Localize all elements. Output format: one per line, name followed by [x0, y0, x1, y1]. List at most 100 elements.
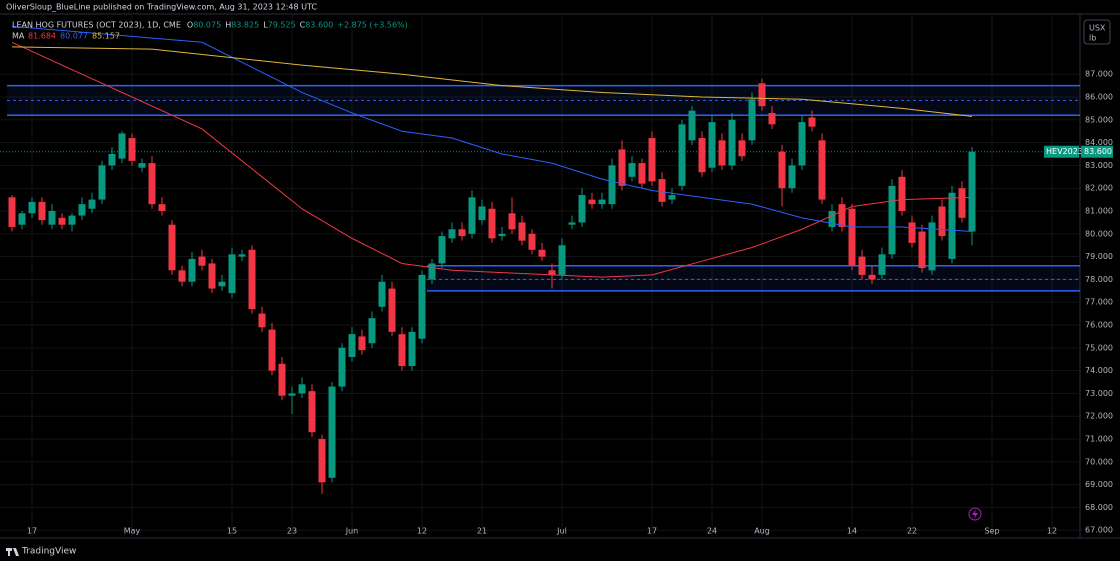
candle-body [88, 199, 96, 209]
candle-body [428, 263, 436, 280]
candle-body [308, 391, 316, 433]
symbol-label: HEV2023 [1046, 147, 1083, 156]
candle-body [508, 213, 516, 230]
symbol-box [1044, 145, 1079, 158]
y-tick-label: 79.000 [1085, 252, 1113, 261]
candle-body [368, 318, 376, 344]
candle-body [128, 138, 136, 161]
candle-body [198, 256, 206, 266]
candle-body [298, 384, 306, 394]
ma-label: MA [12, 32, 25, 41]
candle-body [928, 222, 936, 271]
candle-body [538, 249, 546, 257]
y-tick-label: 73.000 [1085, 389, 1113, 398]
brand: TradingView [21, 547, 76, 557]
candle-body [548, 270, 556, 275]
candle-body [398, 334, 406, 367]
candle-body [458, 229, 466, 237]
x-tick-label: 15 [227, 527, 237, 536]
candle-body [338, 347, 346, 387]
x-tick-label: 12 [1047, 527, 1057, 536]
candle-body [478, 206, 486, 221]
candle-body [798, 122, 806, 166]
x-tick-label: Sep [984, 527, 999, 536]
candle-body [158, 204, 166, 212]
unit-box[interactable] [1083, 19, 1111, 45]
candle-body [168, 224, 176, 271]
candle-body [788, 165, 796, 189]
candle-body [388, 288, 396, 332]
candle-body [638, 163, 646, 184]
candle-body [18, 213, 26, 225]
candle-body [728, 119, 736, 166]
price-box [1081, 145, 1113, 158]
candle-body [558, 245, 566, 275]
candle-body [528, 233, 536, 250]
candle-body [258, 313, 266, 328]
candle-body [348, 334, 356, 357]
x-tick-label: 23 [287, 527, 297, 536]
ohlc-value: 79.525 [268, 21, 296, 30]
candle-body [408, 331, 416, 367]
candle-body [28, 201, 36, 214]
event-icon[interactable] [968, 507, 982, 521]
candle-body [668, 195, 676, 200]
unit: USX [1089, 24, 1106, 33]
candle-body [438, 236, 446, 264]
candle-body [288, 393, 296, 396]
ohlc-key: C [300, 21, 306, 30]
candle-body [758, 83, 766, 107]
price-label: 83.600 [1084, 147, 1112, 156]
candle-body [858, 256, 866, 275]
candle-body [718, 140, 726, 166]
candle-body [608, 165, 616, 205]
y-tick-label: 75.000 [1085, 343, 1113, 352]
event-icon [972, 509, 978, 519]
y-tick-label: 81.000 [1085, 207, 1113, 216]
candle-body [448, 229, 456, 239]
y-tick-label: 68.000 [1085, 503, 1113, 512]
ma-line [11, 25, 973, 233]
y-tick-label: 82.000 [1085, 184, 1113, 193]
candle-body [838, 204, 846, 227]
candle-body [8, 197, 16, 227]
candle-body [848, 208, 856, 266]
ohlc-key: H [225, 21, 231, 30]
candle-body [328, 386, 336, 478]
x-tick-label: 17 [27, 527, 37, 536]
candle-body [498, 233, 506, 237]
y-tick-label: 78.000 [1085, 275, 1113, 284]
candle-body [708, 122, 716, 168]
y-tick-label: 80.000 [1085, 229, 1113, 238]
candle-body [738, 140, 746, 157]
candle-body [98, 165, 106, 200]
candle-body [778, 151, 786, 189]
x-tick-label: 24 [707, 527, 717, 536]
publisher: OliverSloup_BlueLine published on Tradin… [6, 3, 317, 12]
y-tick-label: 85.000 [1085, 115, 1113, 124]
candle-body [38, 201, 46, 221]
candle-body [138, 163, 146, 168]
y-tick-label: 74.000 [1085, 366, 1113, 375]
candle-body [58, 217, 66, 225]
candle-body [618, 149, 626, 186]
ma-line [11, 46, 973, 117]
candle-body [178, 270, 186, 282]
y-tick-label: 69.000 [1085, 480, 1113, 489]
ma-value: 81.684 [28, 32, 56, 41]
candle-body [468, 197, 476, 234]
y-tick-label: 67.000 [1085, 526, 1113, 535]
y-tick-label: 76.000 [1085, 321, 1113, 330]
candle-body [748, 99, 756, 141]
x-tick-label: 12 [417, 527, 427, 536]
ma-value: 80.077 [60, 32, 88, 41]
y-tick-label: 72.000 [1085, 412, 1113, 421]
candle-body [148, 163, 156, 205]
zone [427, 265, 1080, 291]
ohlc-value: 83.600 [305, 21, 333, 30]
ohlc-key: L [263, 21, 268, 30]
x-tick-label: 21 [477, 527, 487, 536]
candle-body [318, 439, 326, 483]
